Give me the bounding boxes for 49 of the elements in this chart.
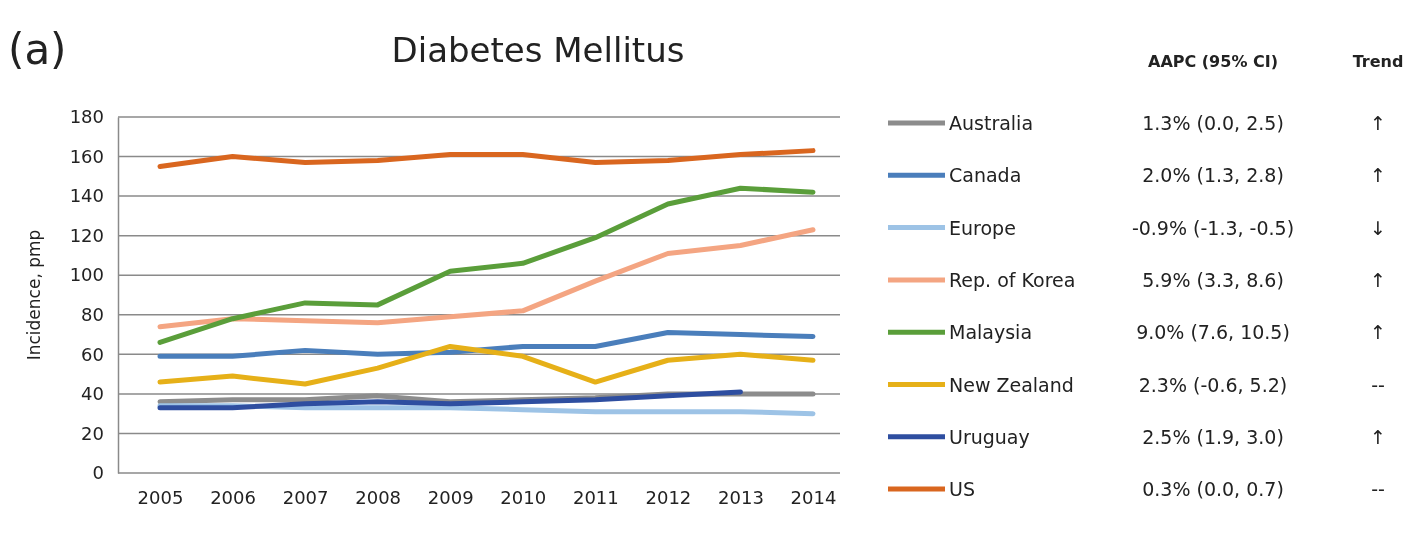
text: 0.3% (0.0, 0.7) <box>1142 478 1284 501</box>
legend-label: Uruguay <box>949 425 1030 448</box>
x-tick-label: 2007 <box>282 486 329 508</box>
x-tick-label: 2006 <box>210 486 256 508</box>
x-tick-label: 2009 <box>427 486 474 508</box>
chart-title: Diabetes Mellitus <box>391 30 685 70</box>
legend-label: New Zealand <box>949 373 1074 396</box>
text: AAPC (95% CI) <box>1148 52 1278 71</box>
y-tick-label: 120 <box>69 224 104 246</box>
text: -- <box>1371 478 1385 501</box>
y-tick-label: 160 <box>69 145 104 167</box>
legend-label: Rep. of Korea <box>949 268 1076 291</box>
x-tick-label: 2008 <box>355 486 402 508</box>
text: Trend <box>1352 52 1404 71</box>
legend-label: Canada <box>949 164 1022 187</box>
text: 2.5% (1.9, 3.0) <box>1142 425 1284 448</box>
text: -- <box>1371 373 1385 396</box>
text: ↑ <box>1370 321 1386 344</box>
text: 1.3% (0.0, 2.5) <box>1142 112 1284 134</box>
text: ↑ <box>1370 268 1386 291</box>
x-tick-label: 2011 <box>572 486 619 508</box>
legend-label: Europe <box>949 216 1016 239</box>
y-tick-label: 100 <box>69 264 104 286</box>
y-tick-label: 40 <box>81 383 104 405</box>
text: 5.9% (3.3, 8.6) <box>1142 268 1284 291</box>
x-tick-label: 2005 <box>137 486 184 508</box>
y-axis-title: Incidence, pmp <box>24 229 44 361</box>
legend-label: Australia <box>949 112 1034 134</box>
y-tick-label: 140 <box>69 185 104 207</box>
y-tick-label: 0 <box>92 462 104 484</box>
x-tick-label: 2013 <box>718 486 764 508</box>
y-tick-label: 20 <box>81 422 104 444</box>
text: (a) <box>8 25 67 74</box>
x-tick-label: 2010 <box>500 486 547 508</box>
y-tick-label: 180 <box>69 106 104 128</box>
text: ↓ <box>1370 216 1386 239</box>
x-tick-label: 2012 <box>645 486 692 508</box>
legend-label: Malaysia <box>949 321 1033 344</box>
text: ↑ <box>1370 112 1386 134</box>
y-tick-label: 60 <box>81 343 104 365</box>
x-tick-label: 2014 <box>790 486 837 508</box>
text: 2.0% (1.3, 2.8) <box>1142 164 1284 187</box>
text: 2.3% (-0.6, 5.2) <box>1138 373 1288 396</box>
text: -0.9% (-1.3, -0.5) <box>1131 216 1295 239</box>
text: ↑ <box>1370 164 1386 187</box>
text: ↑ <box>1370 425 1386 448</box>
text: 9.0% (7.6, 10.5) <box>1136 321 1290 344</box>
legend-label: US <box>949 478 975 501</box>
y-tick-label: 80 <box>81 304 104 326</box>
